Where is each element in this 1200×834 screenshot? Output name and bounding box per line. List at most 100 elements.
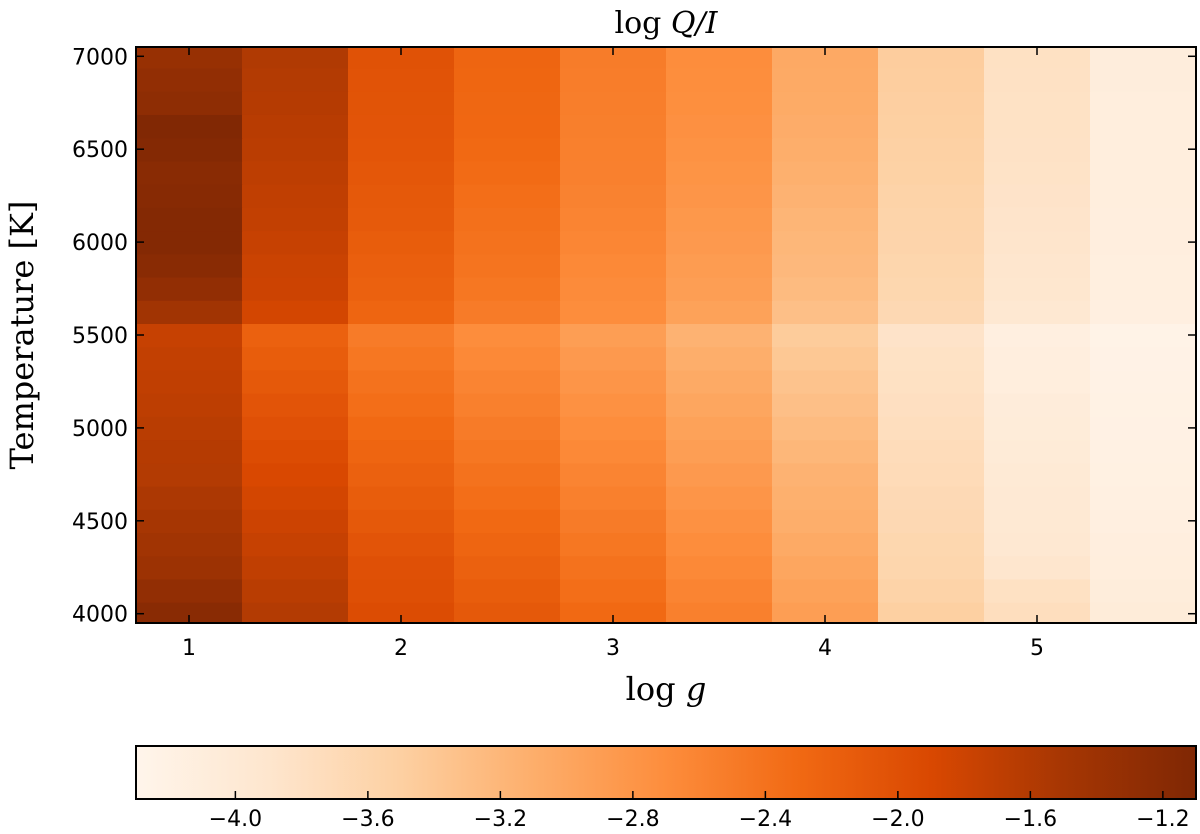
heatmap-cell <box>878 462 985 487</box>
heatmap-cell <box>454 67 561 92</box>
heatmap-cell <box>560 137 667 162</box>
heatmap-cell <box>242 555 349 580</box>
heatmap-cell <box>348 276 455 301</box>
heatmap-cell <box>772 462 879 487</box>
heatmap-cell <box>666 276 773 301</box>
heatmap-cell <box>984 578 1091 603</box>
heatmap-cell <box>136 509 243 534</box>
heatmap-cell <box>454 114 561 139</box>
colorbar-tick-label: −3.6 <box>341 807 394 832</box>
heatmap-cell <box>242 160 349 185</box>
y-tick-label: 6000 <box>72 231 128 256</box>
heatmap-cell <box>1090 230 1197 255</box>
heatmap-cell <box>1090 253 1197 278</box>
heatmap-cell <box>878 47 985 69</box>
heatmap-cell <box>242 323 349 348</box>
heatmap-cell <box>560 485 667 510</box>
heatmap-cell <box>666 137 773 162</box>
colorbar-tick-label: −1.2 <box>1136 807 1189 832</box>
colorbar-ticks: −4.0 −3.6 −3.2 −2.8 −2.4 −2.0 −1.6 −1.2 <box>209 791 1190 832</box>
heatmap-cell <box>666 509 773 534</box>
heatmap-cell <box>454 532 561 557</box>
x-tick-label: 2 <box>394 636 408 661</box>
heatmap-cell <box>560 532 667 557</box>
heatmap-cell <box>1090 532 1197 557</box>
heatmap-cell <box>984 114 1091 139</box>
heatmap-cell <box>1090 207 1197 232</box>
heatmap-cell <box>984 532 1091 557</box>
heatmap-cell <box>772 253 879 278</box>
heatmap-cell <box>984 369 1091 394</box>
heatmap-cell <box>454 207 561 232</box>
heatmap-cell <box>984 323 1091 348</box>
heatmap-cell <box>136 91 243 115</box>
heatmap-cell <box>984 253 1091 278</box>
heatmap-cell <box>454 578 561 603</box>
heatmap-cell <box>772 184 879 208</box>
heatmap-cell <box>984 47 1091 69</box>
heatmap-cell <box>454 602 561 624</box>
heatmap-cell <box>136 416 243 441</box>
heatmap-cell <box>242 276 349 301</box>
heatmap-cell <box>772 114 879 139</box>
heatmap-cell <box>984 207 1091 232</box>
heatmap-cell <box>242 602 349 624</box>
heatmap-cell <box>560 439 667 464</box>
heatmap-cell <box>878 323 985 348</box>
heatmap-cell <box>878 416 985 441</box>
heatmap-cell <box>242 416 349 441</box>
heatmap-cell <box>136 602 243 624</box>
heatmap-cell <box>878 114 985 139</box>
heatmap-cell <box>454 184 561 208</box>
heatmap-cell <box>878 207 985 232</box>
heatmap-cell <box>348 67 455 92</box>
heatmap-cell <box>348 346 455 371</box>
heatmap-cell <box>560 91 667 115</box>
heatmap-cell <box>136 393 243 417</box>
heatmap-cell <box>772 230 879 255</box>
heatmap-cell <box>454 137 561 162</box>
colorbar-tick-label: −4.0 <box>209 807 262 832</box>
heatmap-cell <box>560 67 667 92</box>
heatmap-cell <box>984 416 1091 441</box>
heatmap-cell <box>666 67 773 92</box>
heatmap-cell <box>242 67 349 92</box>
heatmap-cell <box>136 462 243 487</box>
heatmap-cell <box>242 47 349 69</box>
y-tick-label: 5500 <box>72 324 128 349</box>
heatmap-cell <box>348 300 455 324</box>
y-axis-label: Temperature [K] <box>3 201 41 470</box>
heatmap-cell <box>454 253 561 278</box>
heatmap-cell <box>454 555 561 580</box>
heatmap-cell <box>348 230 455 255</box>
heatmap-cell <box>454 439 561 464</box>
heatmap-cell <box>1090 485 1197 510</box>
heatmap-cell <box>1090 416 1197 441</box>
heatmap-cell <box>666 346 773 371</box>
y-tick-label: 7000 <box>72 45 128 70</box>
heatmap-cell <box>242 578 349 603</box>
heatmap-cell <box>772 485 879 510</box>
y-tick-label: 5000 <box>72 417 128 442</box>
heatmap-cell <box>454 230 561 255</box>
heatmap-cell <box>878 369 985 394</box>
heatmap-cell <box>560 230 667 255</box>
heatmap-cell <box>454 300 561 324</box>
chart-title-prefix: log <box>615 6 671 41</box>
heatmap-cell <box>136 253 243 278</box>
heatmap-cell <box>1090 47 1197 69</box>
heatmap-cell <box>1090 276 1197 301</box>
heatmap-cell <box>560 276 667 301</box>
heatmap-cell <box>666 462 773 487</box>
heatmap-cell <box>984 184 1091 208</box>
heatmap-cell <box>348 462 455 487</box>
heatmap-cell <box>560 114 667 139</box>
y-tick-label: 4500 <box>72 510 128 535</box>
heatmap-cell <box>984 393 1091 417</box>
heatmap-cell <box>1090 137 1197 162</box>
heatmap-cell <box>772 323 879 348</box>
heatmap-cell <box>560 578 667 603</box>
heatmap-cell <box>136 67 243 92</box>
heatmap-cell <box>454 91 561 115</box>
heatmap-cell <box>878 276 985 301</box>
